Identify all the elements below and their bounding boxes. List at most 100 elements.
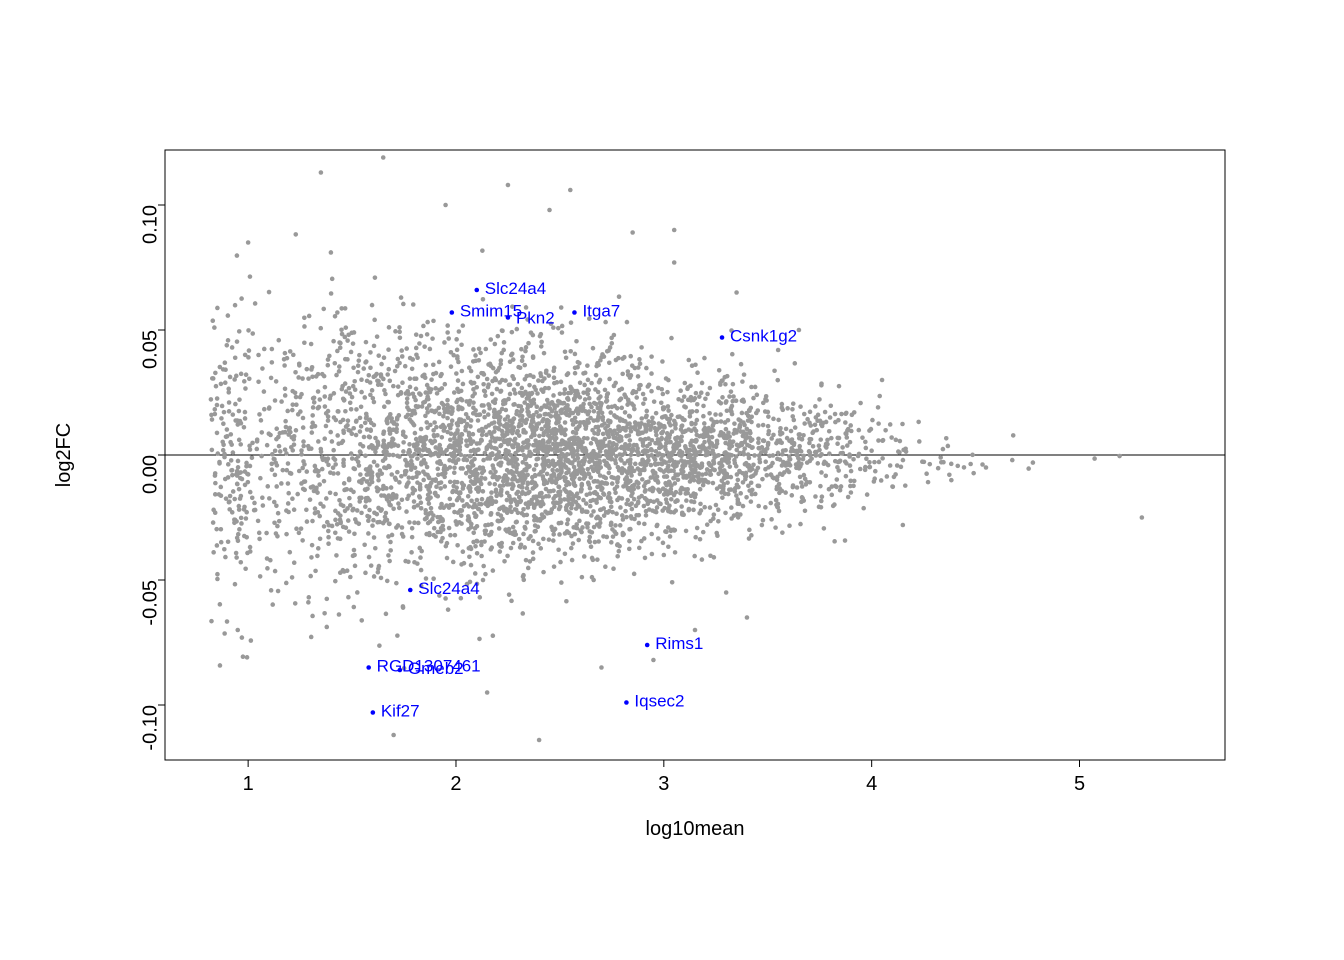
scatter-point: [267, 290, 272, 295]
scatter-point: [383, 519, 388, 524]
scatter-point: [381, 484, 386, 489]
scatter-point: [793, 361, 798, 366]
scatter-point: [513, 507, 518, 512]
scatter-point: [344, 389, 349, 394]
scatter-point: [426, 448, 431, 453]
scatter-point: [309, 635, 314, 640]
scatter-point: [607, 509, 612, 514]
scatter-point: [334, 553, 339, 558]
scatter-point: [351, 384, 356, 389]
scatter-point: [437, 360, 442, 365]
scatter-point: [669, 529, 674, 534]
scatter-point: [448, 426, 453, 431]
scatter-point: [688, 479, 693, 484]
scatter-point: [655, 523, 660, 528]
scatter-point: [742, 423, 747, 428]
scatter-point: [437, 406, 442, 411]
scatter-point: [643, 556, 648, 561]
scatter-point: [594, 373, 599, 378]
scatter-point: [283, 447, 288, 452]
scatter-point: [525, 513, 530, 518]
scatter-point: [551, 532, 556, 537]
scatter-point: [619, 396, 624, 401]
scatter-point: [454, 400, 459, 405]
scatter-point: [576, 538, 581, 543]
scatter-point: [556, 326, 561, 331]
scatter-point: [850, 413, 855, 418]
scatter-point: [269, 376, 274, 381]
scatter-point: [364, 359, 369, 364]
scatter-point: [485, 504, 490, 509]
scatter-point: [467, 454, 472, 459]
scatter-point: [699, 390, 704, 395]
scatter-point: [330, 277, 335, 282]
scatter-point: [274, 503, 279, 508]
scatter-point: [493, 342, 498, 347]
scatter-point: [352, 330, 357, 335]
scatter-point: [750, 492, 755, 497]
scatter-point: [284, 425, 289, 430]
scatter-point: [514, 491, 519, 496]
scatter-point: [341, 568, 346, 573]
scatter-point: [760, 523, 765, 528]
scatter-point: [666, 453, 671, 458]
scatter-point: [764, 394, 769, 399]
scatter-point: [386, 347, 391, 352]
gene-label: Smim15: [460, 302, 522, 321]
scatter-point: [536, 450, 541, 455]
scatter-point: [507, 494, 512, 499]
scatter-point: [285, 356, 290, 361]
scatter-point: [450, 418, 455, 423]
scatter-point: [435, 494, 440, 499]
scatter-point: [423, 508, 428, 513]
scatter-point: [587, 535, 592, 540]
scatter-point: [857, 452, 862, 457]
scatter-point: [744, 495, 749, 500]
scatter-point: [409, 459, 414, 464]
scatter-point: [694, 391, 699, 396]
scatter-point: [408, 376, 413, 381]
scatter-point: [678, 449, 683, 454]
scatter-point: [609, 341, 614, 346]
scatter-point: [436, 520, 441, 525]
scatter-point: [669, 497, 674, 502]
scatter-point: [828, 415, 833, 420]
scatter-point: [235, 628, 240, 633]
scatter-point: [223, 380, 228, 385]
scatter-point: [873, 469, 878, 474]
scatter-point: [621, 517, 626, 522]
scatter-point: [230, 473, 235, 478]
scatter-point: [517, 473, 522, 478]
scatter-point: [277, 519, 282, 524]
scatter-point: [265, 443, 270, 448]
scatter-point: [817, 397, 822, 402]
scatter-point: [322, 394, 327, 399]
scatter-point: [819, 381, 824, 386]
scatter-point: [876, 405, 881, 410]
scatter-point: [619, 438, 624, 443]
scatter-point: [872, 479, 877, 484]
scatter-point: [221, 367, 226, 372]
scatter-point: [445, 323, 450, 328]
scatter-point: [235, 469, 240, 474]
scatter-point: [563, 433, 568, 438]
scatter-point: [473, 353, 478, 358]
scatter-point: [707, 445, 712, 450]
scatter-point: [333, 518, 338, 523]
scatter-point: [476, 447, 481, 452]
scatter-point: [310, 543, 315, 548]
scatter-point: [763, 505, 768, 510]
scatter-point: [693, 628, 698, 633]
x-tick-label: 2: [450, 773, 461, 795]
scatter-point: [643, 397, 648, 402]
scatter-point: [682, 430, 687, 435]
scatter-point: [405, 396, 410, 401]
scatter-point: [565, 522, 570, 527]
scatter-point: [319, 449, 324, 454]
scatter-point: [626, 369, 631, 374]
scatter-point: [218, 602, 223, 607]
scatter-point: [235, 253, 240, 258]
scatter-point: [326, 418, 331, 423]
scatter-point: [312, 395, 317, 400]
scatter-point: [543, 404, 548, 409]
